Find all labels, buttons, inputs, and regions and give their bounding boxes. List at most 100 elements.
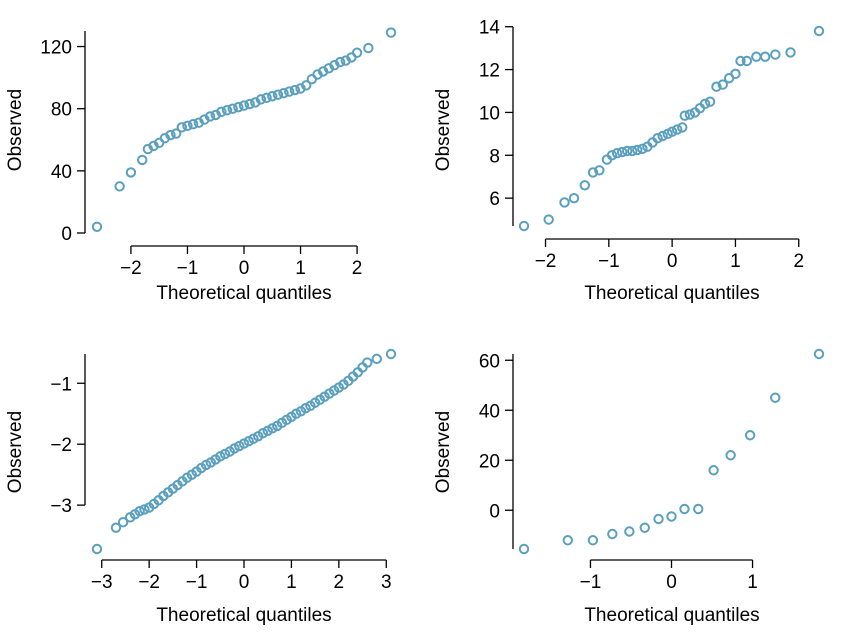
data-point [91, 543, 103, 555]
data-points [518, 348, 825, 555]
data-point [204, 111, 216, 122]
y-tick-label: −3 [50, 496, 72, 517]
x-tick-label: −1 [186, 572, 208, 593]
data-point [187, 119, 199, 130]
data-point [351, 47, 363, 58]
x-tick-label: 1 [730, 251, 741, 272]
data-point [385, 348, 397, 360]
data-point [639, 522, 650, 533]
data-point [182, 120, 193, 131]
x-tick-label: 1 [295, 258, 306, 279]
data-point [238, 100, 250, 111]
data-point [671, 124, 683, 135]
y-tick-label: −1 [50, 374, 72, 395]
data-point [652, 132, 663, 144]
data-point [244, 98, 255, 110]
y-axis-label: Observed [5, 89, 26, 171]
y-tick-label: 80 [51, 100, 72, 121]
qq-panel-bottom-left: −3 −2 −1 0 1 2 3 −3 −2 −1 Theoretical quantiles O… [5, 348, 397, 626]
y-tick-label: 12 [479, 61, 500, 82]
data-point [708, 465, 719, 476]
x-tick-label: 2 [352, 258, 363, 279]
x-tick-label: −1 [580, 572, 602, 593]
data-point [725, 450, 736, 461]
x-tick-label: −2 [535, 251, 557, 272]
data-point [227, 103, 238, 114]
x-tick-label: −2 [120, 258, 142, 279]
data-point [278, 87, 289, 99]
x-tick-label: 0 [666, 572, 677, 593]
x-axis-label: Theoretical quantiles [584, 605, 759, 626]
data-point [594, 165, 605, 176]
x-tick-label: 0 [667, 251, 678, 272]
data-point [134, 506, 145, 517]
data-point [653, 513, 664, 525]
data-point [770, 392, 781, 403]
y-tick-label: 40 [479, 401, 500, 422]
data-point [611, 147, 623, 159]
y-tick-label: 20 [479, 451, 500, 472]
data-point [711, 81, 722, 92]
y-tick-label: −2 [50, 435, 72, 456]
y-tick-label: 10 [479, 103, 500, 124]
data-point [363, 42, 374, 54]
data-point [137, 154, 148, 166]
axes: −3 −2 −1 0 1 2 3 −3 −2 −1 [50, 354, 392, 593]
data-point [221, 105, 233, 116]
data-point [741, 55, 753, 67]
data-point [587, 535, 599, 546]
data-point [684, 109, 696, 120]
data-point [717, 79, 728, 90]
x-axis-label: Theoretical quantiles [156, 283, 331, 304]
data-point [627, 145, 638, 157]
data-point [666, 126, 678, 137]
x-tick-label: 2 [334, 572, 345, 593]
y-tick-label: 40 [51, 162, 72, 183]
data-point [91, 221, 103, 232]
data-point [385, 27, 397, 38]
data-point [284, 86, 295, 97]
data-point [666, 511, 677, 522]
data-points [91, 348, 397, 555]
data-point [261, 92, 272, 104]
x-tick-label: 1 [286, 572, 297, 593]
data-point [289, 84, 301, 96]
data-point [165, 129, 176, 141]
data-point [233, 101, 244, 113]
data-point [334, 56, 346, 68]
x-tick-label: −3 [91, 572, 113, 593]
data-point [255, 94, 267, 105]
x-tick-label: 0 [239, 572, 250, 593]
x-tick-label: 3 [381, 572, 392, 593]
data-point [125, 167, 137, 178]
x-tick-label: −1 [177, 258, 199, 279]
data-point [735, 55, 746, 67]
data-point [679, 110, 690, 121]
y-tick-label: 60 [479, 351, 500, 372]
y-tick-label: 120 [40, 38, 72, 59]
data-point [300, 80, 312, 91]
data-point [770, 49, 781, 60]
data-point [579, 180, 590, 191]
data-point [607, 528, 618, 540]
data-points [91, 27, 397, 232]
data-point [518, 543, 530, 555]
data-point [518, 220, 530, 232]
data-point [704, 96, 716, 107]
data-point [730, 68, 741, 80]
data-point [114, 181, 125, 192]
data-point [568, 192, 580, 204]
data-point [272, 89, 284, 100]
data-point [813, 25, 825, 37]
data-point [744, 430, 756, 441]
data-point [616, 146, 628, 158]
data-point [559, 197, 570, 208]
data-points [518, 25, 825, 232]
y-tick-label: 0 [61, 224, 72, 245]
